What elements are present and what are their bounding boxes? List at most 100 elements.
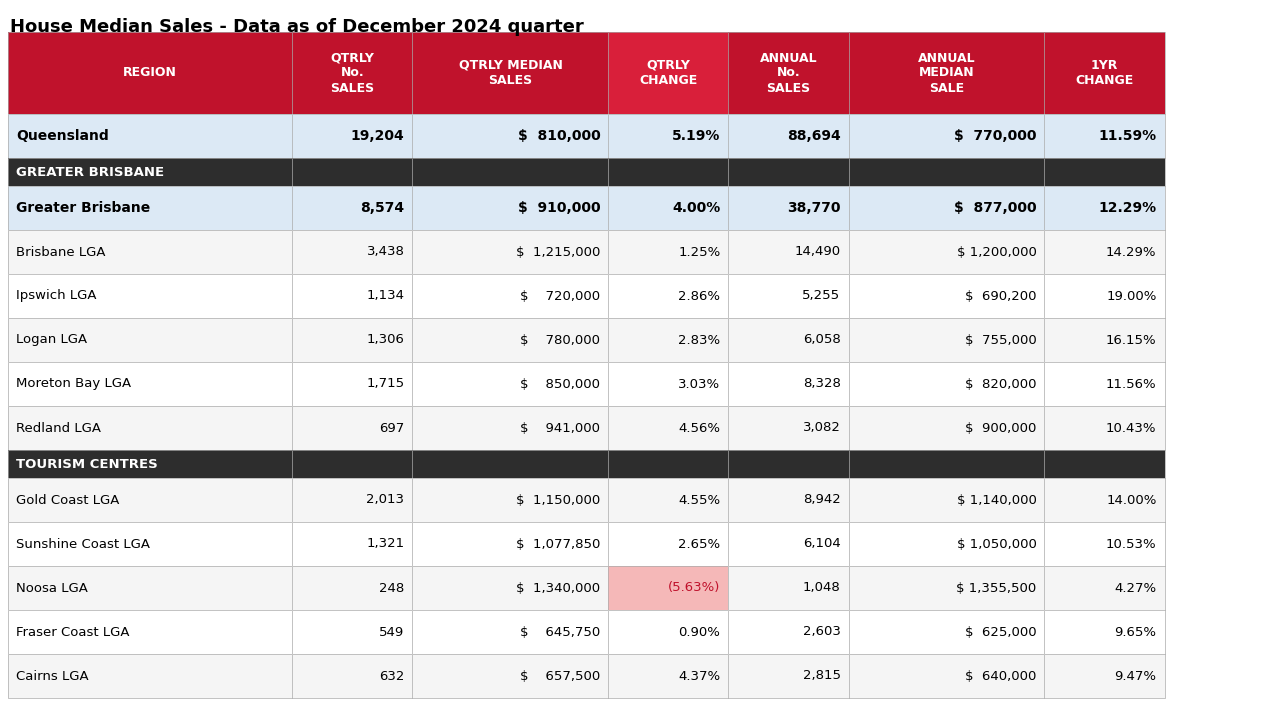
Bar: [849, 450, 1044, 478]
Bar: [849, 362, 1044, 406]
Text: $  1,077,850: $ 1,077,850: [516, 538, 600, 551]
Bar: [1044, 478, 1165, 522]
Bar: [608, 566, 728, 610]
Bar: [728, 318, 849, 362]
Text: $ 1,140,000: $ 1,140,000: [956, 493, 1037, 506]
Bar: [849, 186, 1044, 230]
Bar: [608, 610, 728, 654]
Bar: [8, 610, 292, 654]
Text: 1,321: 1,321: [366, 538, 404, 551]
Text: 38,770: 38,770: [787, 201, 841, 215]
Text: $ 1,200,000: $ 1,200,000: [956, 246, 1037, 258]
Text: Ipswich LGA: Ipswich LGA: [15, 289, 96, 302]
Text: 697: 697: [379, 421, 404, 434]
Bar: [8, 406, 292, 450]
Bar: [292, 186, 412, 230]
Text: $  900,000: $ 900,000: [965, 421, 1037, 434]
Bar: [8, 362, 292, 406]
Bar: [728, 566, 849, 610]
Bar: [728, 522, 849, 566]
Bar: [1044, 114, 1165, 158]
Text: $  690,200: $ 690,200: [965, 289, 1037, 302]
Bar: [608, 318, 728, 362]
Text: $ 1,355,500: $ 1,355,500: [956, 582, 1037, 595]
Bar: [728, 318, 849, 362]
Bar: [849, 114, 1044, 158]
Bar: [8, 478, 292, 522]
Bar: [8, 274, 292, 318]
Text: $  1,150,000: $ 1,150,000: [516, 493, 600, 506]
Bar: [412, 32, 608, 114]
Bar: [412, 114, 608, 158]
Bar: [1044, 566, 1165, 610]
Text: (5.63%): (5.63%): [668, 582, 721, 595]
Bar: [8, 114, 292, 158]
Bar: [8, 158, 292, 186]
Bar: [728, 566, 849, 610]
Text: 8,574: 8,574: [361, 201, 404, 215]
Bar: [412, 318, 608, 362]
Bar: [728, 654, 849, 698]
Bar: [8, 450, 292, 478]
Bar: [8, 522, 292, 566]
Bar: [412, 186, 608, 230]
Bar: [412, 318, 608, 362]
Bar: [292, 186, 412, 230]
Text: 11.59%: 11.59%: [1098, 129, 1157, 143]
Text: 12.29%: 12.29%: [1098, 201, 1157, 215]
Bar: [849, 158, 1044, 186]
Bar: [728, 186, 849, 230]
Text: 19,204: 19,204: [351, 129, 404, 143]
Bar: [8, 158, 292, 186]
Bar: [728, 478, 849, 522]
Bar: [292, 318, 412, 362]
Text: 248: 248: [379, 582, 404, 595]
Bar: [412, 610, 608, 654]
Text: $  1,340,000: $ 1,340,000: [516, 582, 600, 595]
Text: 88,694: 88,694: [787, 129, 841, 143]
Text: ANNUAL
No.
SALES: ANNUAL No. SALES: [760, 52, 818, 94]
Text: 2,815: 2,815: [803, 670, 841, 683]
Text: 1YR
CHANGE: 1YR CHANGE: [1075, 59, 1134, 87]
Bar: [1044, 566, 1165, 610]
Bar: [412, 362, 608, 406]
Text: 1,048: 1,048: [803, 582, 841, 595]
Bar: [1044, 610, 1165, 654]
Bar: [8, 450, 292, 478]
Bar: [8, 610, 292, 654]
Bar: [1044, 406, 1165, 450]
Bar: [292, 406, 412, 450]
Text: $  1,215,000: $ 1,215,000: [516, 246, 600, 258]
Bar: [849, 610, 1044, 654]
Bar: [8, 318, 292, 362]
Bar: [1044, 610, 1165, 654]
Bar: [608, 362, 728, 406]
Text: 3,438: 3,438: [366, 246, 404, 258]
Text: 8,328: 8,328: [803, 377, 841, 390]
Bar: [1044, 274, 1165, 318]
Bar: [1044, 362, 1165, 406]
Bar: [412, 566, 608, 610]
Bar: [608, 522, 728, 566]
Bar: [608, 362, 728, 406]
Bar: [849, 318, 1044, 362]
Text: 549: 549: [379, 626, 404, 639]
Bar: [8, 654, 292, 698]
Bar: [728, 406, 849, 450]
Bar: [8, 114, 292, 158]
Bar: [292, 362, 412, 406]
Text: 10.43%: 10.43%: [1106, 421, 1157, 434]
Bar: [412, 274, 608, 318]
Bar: [1044, 478, 1165, 522]
Text: 5,255: 5,255: [803, 289, 841, 302]
Text: Logan LGA: Logan LGA: [15, 333, 87, 346]
Bar: [412, 450, 608, 478]
Bar: [728, 230, 849, 274]
Text: Moreton Bay LGA: Moreton Bay LGA: [15, 377, 131, 390]
Bar: [1044, 362, 1165, 406]
Text: QTRLY
CHANGE: QTRLY CHANGE: [639, 59, 698, 87]
Bar: [728, 32, 849, 114]
Text: $  820,000: $ 820,000: [965, 377, 1037, 390]
Text: GREATER BRISBANE: GREATER BRISBANE: [15, 166, 164, 179]
Text: $  910,000: $ 910,000: [518, 201, 600, 215]
